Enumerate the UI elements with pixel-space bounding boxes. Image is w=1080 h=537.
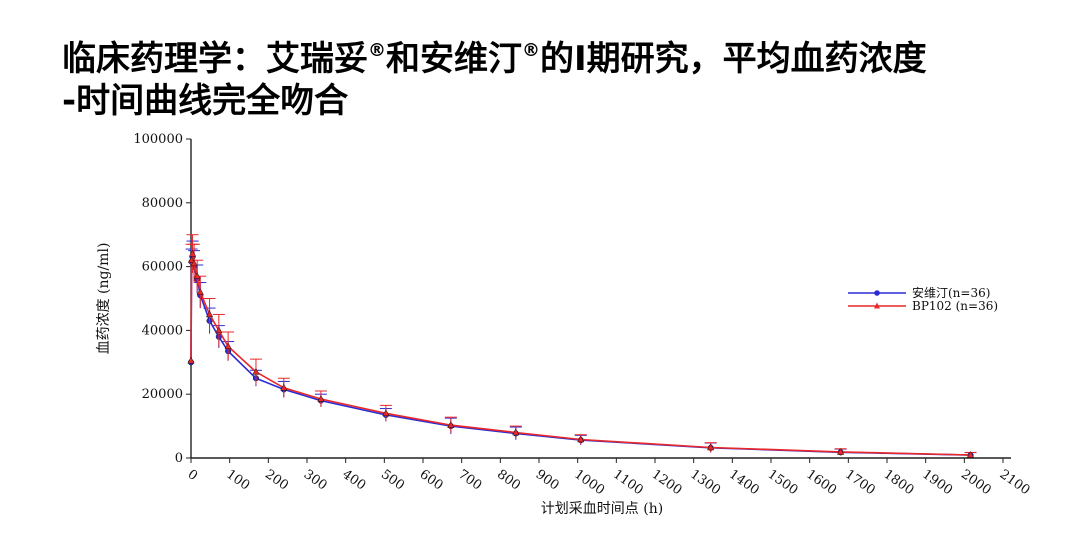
data-point (187, 356, 195, 364)
x-tick-label: 700 (455, 467, 484, 494)
registered-mark-2: ® (522, 40, 540, 61)
x-tick-label: 2000 (958, 467, 994, 498)
series-line (190, 256, 971, 456)
series-0 (185, 240, 977, 459)
legend-marker (874, 290, 880, 296)
data-point (577, 435, 585, 443)
data-point (836, 447, 845, 455)
slide-title: 临床药理学：艾瑞妥®和安维汀®的I期研究，平均血药浓度 -时间曲线完全吻合 (62, 30, 1052, 122)
y-tick-label: 100000 (133, 132, 183, 147)
data-point (205, 310, 214, 318)
x-tick-label: 200 (262, 467, 291, 494)
x-tick-label: 1300 (687, 467, 723, 498)
y-tick-label: 40000 (142, 323, 183, 338)
data-point (447, 421, 455, 428)
x-tick-label: 1100 (610, 467, 646, 498)
y-tick-label: 0 (175, 451, 183, 466)
data-point (224, 342, 232, 350)
title-line-2: -时间曲线完全吻合 (62, 81, 349, 121)
y-tick-label: 60000 (142, 260, 183, 275)
x-tick-label: 1800 (881, 467, 917, 498)
data-point (252, 367, 260, 375)
x-tick-label: 1600 (803, 467, 839, 498)
legend-label: BP102 (n=36) (912, 299, 998, 313)
data-point (190, 259, 198, 267)
y-tick-label: 80000 (142, 196, 183, 211)
x-tick-label: 0 (185, 467, 200, 484)
series-line (190, 253, 971, 456)
data-point (512, 428, 520, 436)
x-tick-label: 1900 (919, 467, 955, 498)
x-tick-label: 400 (339, 467, 368, 494)
x-tick-label: 600 (417, 467, 446, 494)
data-point (196, 288, 204, 295)
x-tick-label: 2100 (997, 467, 1033, 498)
x-tick-label: 900 (533, 467, 562, 494)
x-tick-label: 500 (378, 467, 407, 494)
x-tick-label: 1500 (765, 467, 801, 498)
data-point (317, 394, 325, 402)
title-part-1: 临床药理学：艾瑞妥 (62, 39, 368, 79)
registered-mark-1: ® (368, 40, 386, 61)
x-tick-label: 100 (223, 467, 252, 494)
legend-marker (874, 302, 880, 309)
x-tick-label: 1700 (842, 467, 878, 498)
title-part-2: 和安维汀 (386, 39, 522, 79)
data-point (188, 249, 197, 257)
y-axis-title: 血药浓度 (ng/ml) (96, 243, 112, 355)
data-point (215, 326, 223, 334)
x-tick-label: 1400 (726, 467, 762, 498)
data-point (193, 272, 201, 279)
x-tick-label: 800 (494, 467, 523, 494)
x-tick-label: 300 (301, 467, 330, 494)
title-part-3: 的I期研究，平均血药浓度 (540, 39, 927, 79)
data-point (280, 383, 288, 391)
data-point (966, 450, 975, 458)
data-point (707, 443, 715, 451)
x-axis-title: 计划采血时间点 (h) (541, 501, 663, 517)
legend-label: 安维汀(n=36) (912, 285, 990, 300)
series-1 (185, 234, 977, 458)
data-point (382, 409, 390, 417)
y-tick-label: 20000 (142, 387, 183, 402)
x-tick-label: 1200 (649, 467, 685, 498)
x-tick-label: 1000 (571, 467, 607, 498)
